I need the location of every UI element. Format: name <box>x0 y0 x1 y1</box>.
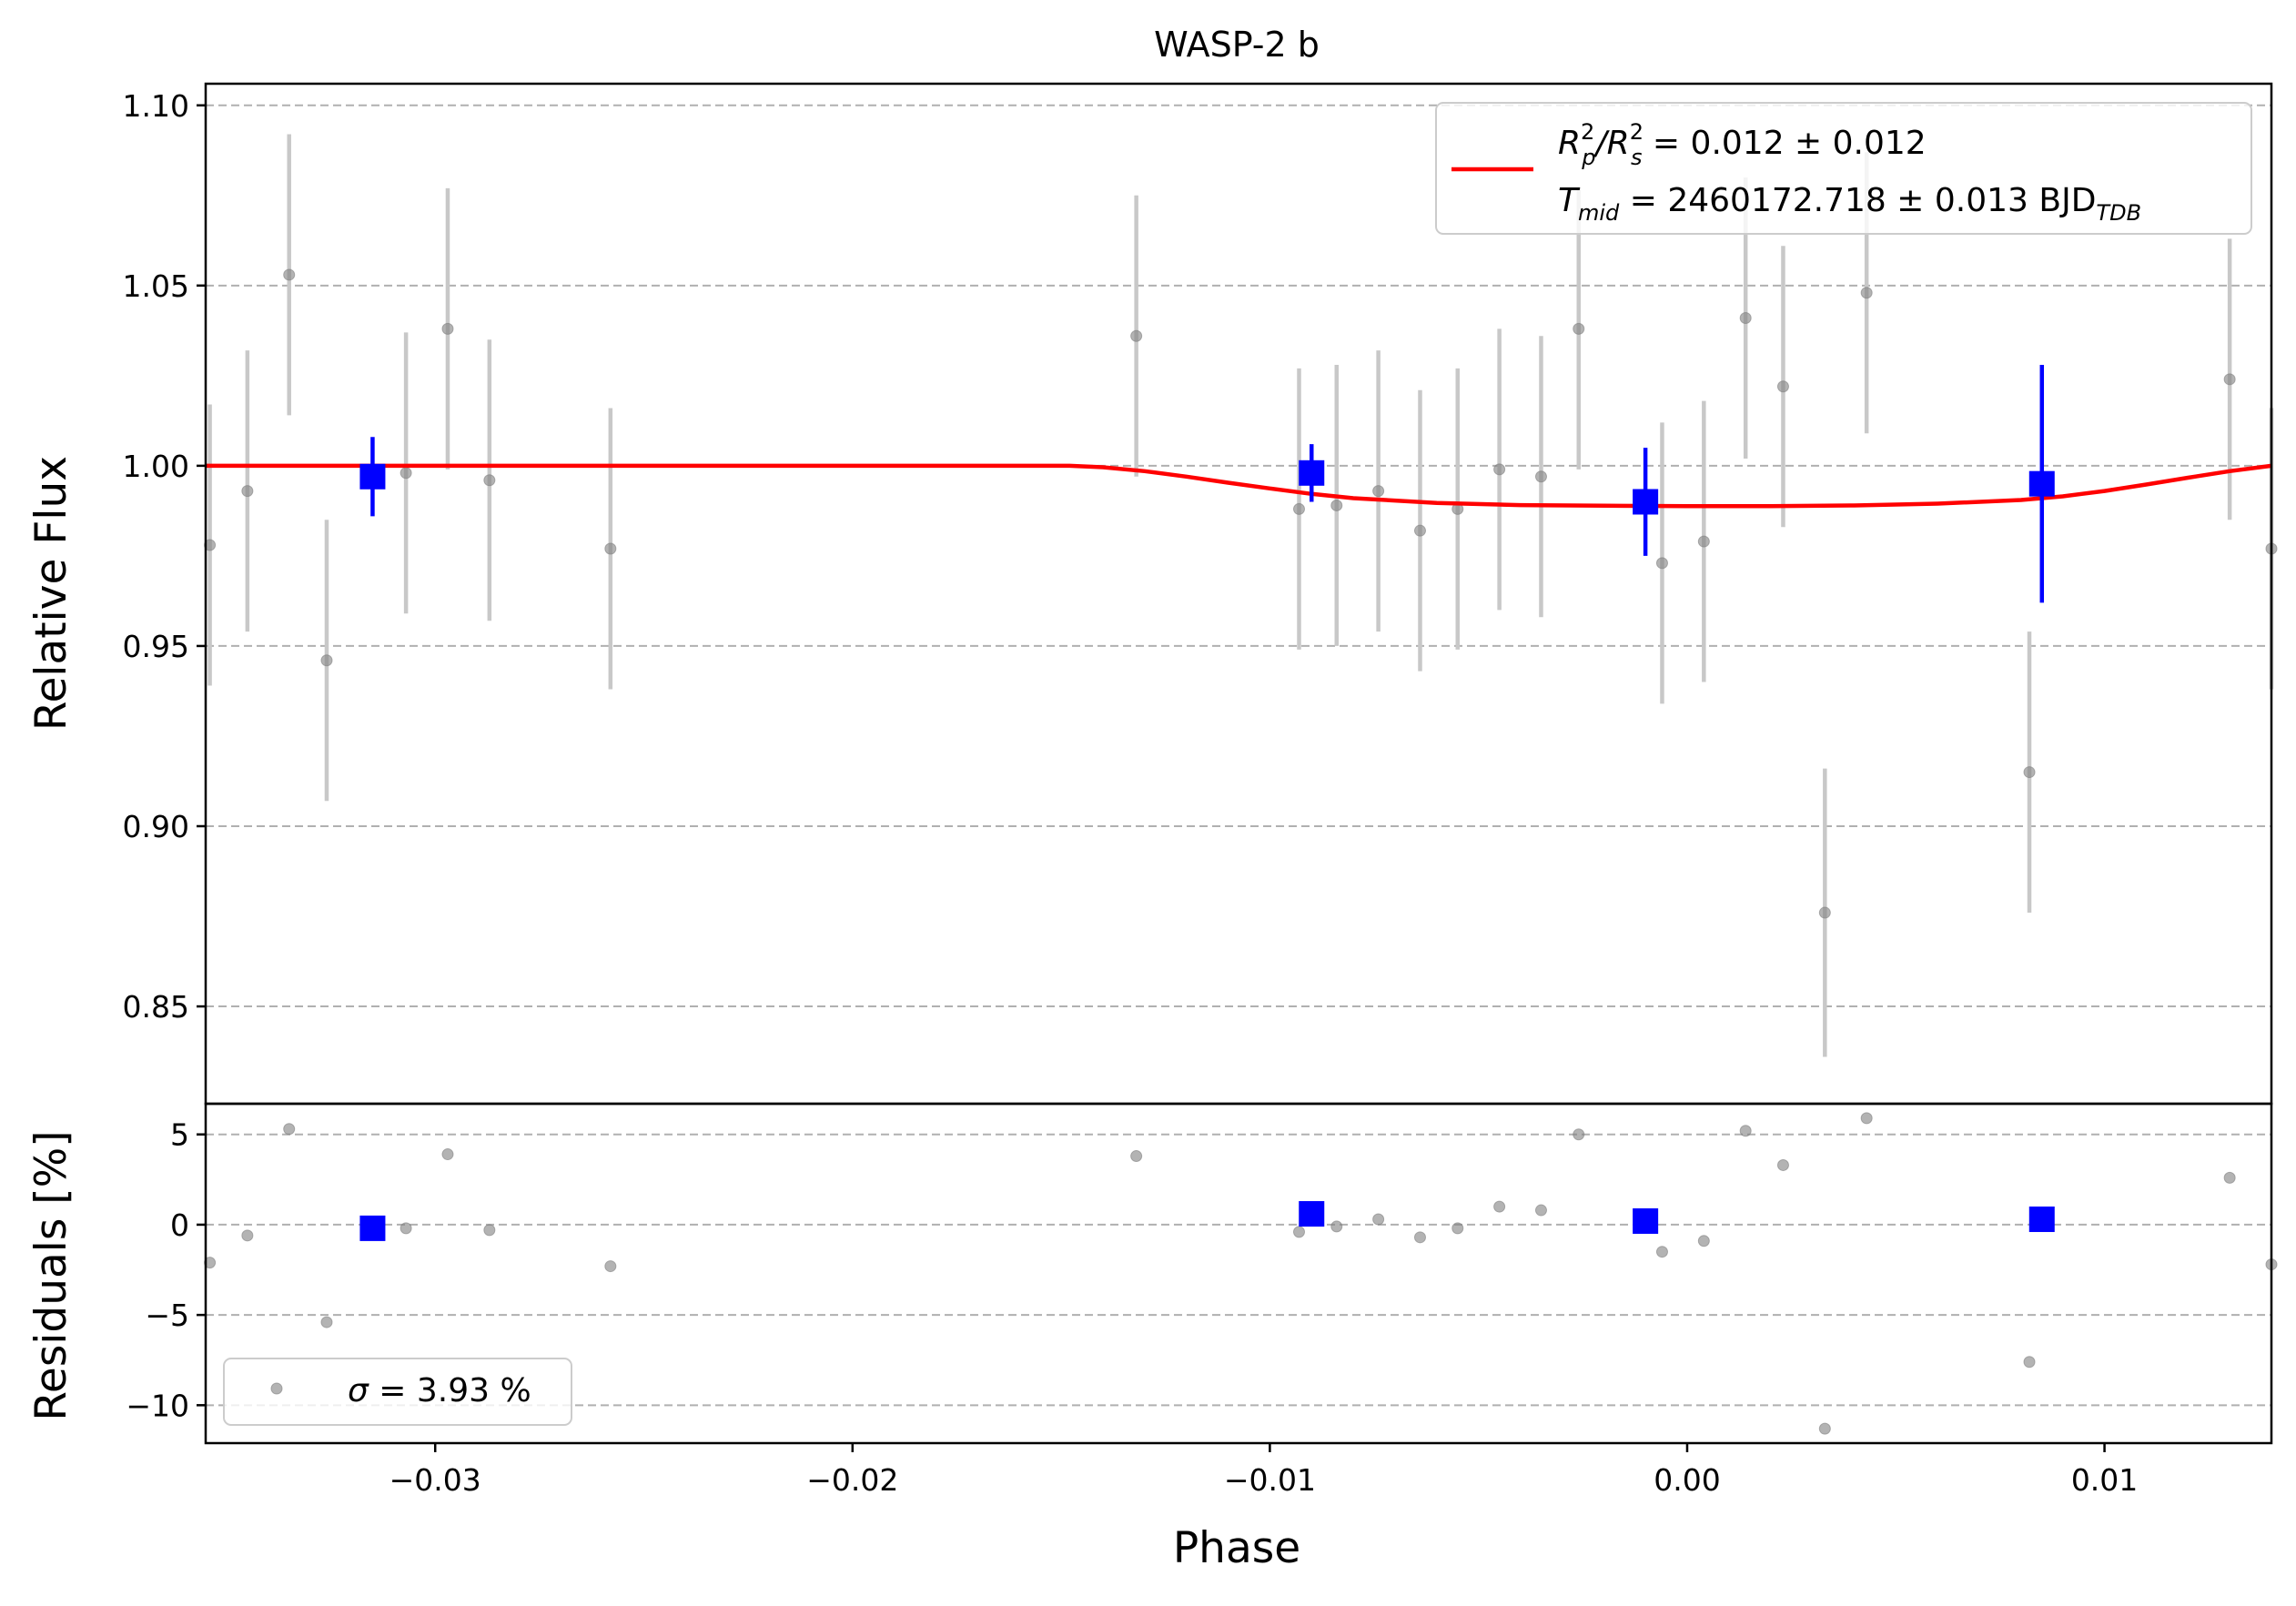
bottom-y-tick-label: −10 <box>126 1388 189 1423</box>
binned-residual-point <box>1633 1207 1659 1234</box>
data-point <box>1860 287 1873 299</box>
transit-model-line <box>206 463 2272 509</box>
data-point <box>1697 535 1710 548</box>
residual-point <box>241 1229 254 1242</box>
data-point <box>400 467 412 480</box>
residual-point <box>1330 1220 1343 1233</box>
data-point <box>483 474 496 487</box>
bottom-legend-box <box>223 1358 572 1426</box>
data-point <box>1493 463 1506 476</box>
top-legend-box <box>1435 102 2252 235</box>
top-y-tick-label: 0.90 <box>123 809 189 844</box>
data-point <box>241 485 254 498</box>
binned-residual-point <box>359 1215 386 1241</box>
legend-residual-marker <box>270 1382 283 1395</box>
data-point <box>1776 380 1789 393</box>
binned-point <box>2028 470 2055 497</box>
x-tick-label: −0.01 <box>1224 1462 1316 1498</box>
residual-point <box>1818 1422 1831 1435</box>
bottom-y-ticks: −10 −5 0 5 <box>126 1117 206 1423</box>
x-tick-label: 0.00 <box>1654 1462 1720 1498</box>
residual-point <box>400 1222 412 1235</box>
residual-point <box>283 1123 296 1136</box>
legend-line-tmid: Tmid = 2460172.718 ± 0.013 BJDTDB <box>1558 182 2141 226</box>
top-binned-points <box>359 364 2055 603</box>
top-y-tick-label: 1.10 <box>123 88 189 124</box>
top-plot-frame <box>204 82 2273 1106</box>
data-point <box>2023 766 2036 779</box>
data-point <box>604 542 617 555</box>
binned-residual-point <box>1299 1201 1325 1227</box>
chart-title: WASP-2 b <box>1154 25 1320 65</box>
top-data-points <box>204 268 2278 919</box>
top-legend: R2 p/R2 s = 0.012 ± 0.012 Tmid = 2460172.7… <box>1435 102 2252 235</box>
residual-point <box>1372 1213 1385 1226</box>
residual-point <box>441 1148 454 1161</box>
residual-point <box>204 1257 217 1269</box>
top-y-tick-label: 0.85 <box>123 989 189 1025</box>
residual-point <box>1292 1226 1305 1238</box>
residual-point <box>1860 1112 1873 1125</box>
top-y-tick-label: 0.95 <box>123 629 189 664</box>
residual-point <box>320 1316 333 1328</box>
data-point <box>441 322 454 335</box>
data-point <box>1130 329 1143 342</box>
binned-point <box>1299 460 1325 486</box>
residual-point <box>1534 1204 1547 1217</box>
bottom-plot-frame <box>204 1102 2273 1445</box>
x-axis-label: Phase <box>1173 1523 1300 1573</box>
data-point <box>283 268 296 281</box>
data-point <box>1372 485 1385 498</box>
residual-point <box>1655 1246 1668 1258</box>
top-y-ticks: 0.85 0.90 0.95 1.00 1.05 1.10 <box>123 88 206 1025</box>
residual-point <box>2223 1171 2236 1184</box>
legend-line-rp-rs: R2 p/R2 s = 0.012 ± 0.012 <box>1558 119 1927 170</box>
residual-point <box>483 1224 496 1237</box>
data-point <box>204 539 217 551</box>
bottom-legend: σ = 3.93 % <box>223 1358 572 1426</box>
y-axis-label-flux: Relative Flux <box>26 456 76 731</box>
top-y-tick-label: 1.00 <box>123 449 189 484</box>
residual-point <box>604 1260 617 1273</box>
residual-point <box>1739 1125 1752 1137</box>
data-point <box>1534 470 1547 483</box>
bottom-y-tick-label: 5 <box>170 1117 189 1153</box>
legend-sigma: σ = 3.93 % <box>348 1372 531 1409</box>
residual-point <box>1573 1128 1585 1141</box>
bottom-x-ticks: −0.03 −0.02 −0.01 0.00 0.01 <box>389 1443 2138 1498</box>
residual-point <box>1413 1231 1426 1244</box>
top-errorbars <box>207 134 2274 1057</box>
data-point <box>1739 311 1752 324</box>
top-gridlines <box>206 104 2271 1008</box>
residual-point <box>1451 1222 1464 1235</box>
top-y-tick-label: 1.05 <box>123 268 189 304</box>
data-point <box>1573 322 1585 335</box>
residual-point <box>1130 1150 1143 1163</box>
binned-point <box>359 463 386 490</box>
x-tick-label: −0.02 <box>806 1462 898 1498</box>
y-axis-label-residuals: Residuals [%] <box>26 1130 76 1420</box>
data-point <box>1655 557 1668 570</box>
data-point <box>1330 499 1343 511</box>
x-tick-label: 0.01 <box>2071 1462 2138 1498</box>
bottom-gridlines <box>206 1133 2271 1407</box>
data-point <box>1292 502 1305 515</box>
bottom-data-points <box>204 1112 2278 1435</box>
data-point <box>1818 906 1831 919</box>
data-point <box>2223 373 2236 386</box>
bottom-y-tick-label: −5 <box>145 1298 189 1333</box>
residual-point <box>1493 1200 1506 1213</box>
binned-residual-point <box>2028 1206 2055 1232</box>
residual-point <box>1776 1158 1789 1171</box>
bottom-binned-points <box>359 1201 2055 1241</box>
residual-point <box>2023 1356 2036 1369</box>
data-point <box>1413 524 1426 537</box>
data-point <box>320 654 333 667</box>
binned-point <box>1633 489 1659 515</box>
x-tick-label: −0.03 <box>389 1462 481 1498</box>
residual-point <box>1697 1235 1710 1247</box>
bottom-y-tick-label: 0 <box>170 1207 189 1243</box>
